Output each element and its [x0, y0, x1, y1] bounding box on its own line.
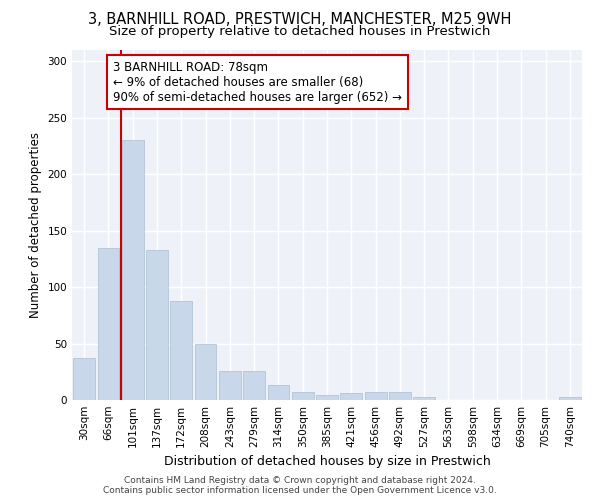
Bar — [389, 392, 411, 400]
Bar — [365, 392, 386, 400]
Text: Contains HM Land Registry data © Crown copyright and database right 2024.
Contai: Contains HM Land Registry data © Crown c… — [103, 476, 497, 495]
Bar — [340, 393, 362, 400]
Bar — [146, 250, 168, 400]
Bar — [268, 386, 289, 400]
Bar — [316, 396, 338, 400]
Bar — [122, 140, 143, 400]
Bar — [292, 392, 314, 400]
Y-axis label: Number of detached properties: Number of detached properties — [29, 132, 42, 318]
Text: Size of property relative to detached houses in Prestwich: Size of property relative to detached ho… — [109, 25, 491, 38]
Bar — [219, 370, 241, 400]
Bar — [559, 396, 581, 400]
Text: 3, BARNHILL ROAD, PRESTWICH, MANCHESTER, M25 9WH: 3, BARNHILL ROAD, PRESTWICH, MANCHESTER,… — [88, 12, 512, 28]
X-axis label: Distribution of detached houses by size in Prestwich: Distribution of detached houses by size … — [164, 456, 490, 468]
Bar — [243, 370, 265, 400]
Bar — [73, 358, 95, 400]
Text: 3 BARNHILL ROAD: 78sqm
← 9% of detached houses are smaller (68)
90% of semi-deta: 3 BARNHILL ROAD: 78sqm ← 9% of detached … — [113, 60, 402, 104]
Bar — [97, 248, 119, 400]
Bar — [170, 300, 192, 400]
Bar — [413, 396, 435, 400]
Bar — [194, 344, 217, 400]
